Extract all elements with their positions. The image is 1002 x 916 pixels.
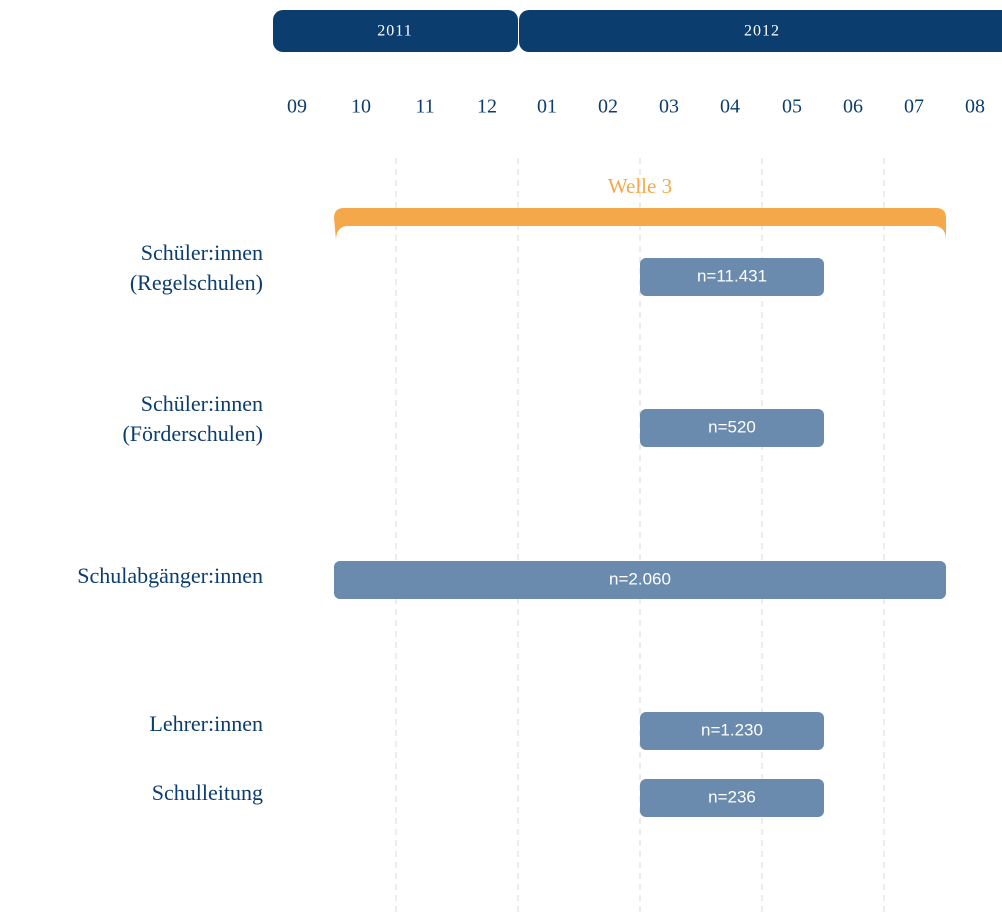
month-label: 09 <box>287 96 307 118</box>
month-label: 07 <box>904 96 924 118</box>
month-label: 06 <box>843 96 863 118</box>
bar-label: n=1.230 <box>701 720 763 739</box>
period-bar <box>640 779 824 817</box>
row-label: Schüler:innen <box>141 391 263 416</box>
month-label: 01 <box>537 96 557 118</box>
month-label: 03 <box>659 96 679 118</box>
row-label: Schulabgänger:innen <box>77 563 263 588</box>
bar-label: n=2.060 <box>609 569 671 588</box>
row-label: Schüler:innen <box>141 240 263 265</box>
row-label: Schulleitung <box>152 780 263 805</box>
bar-label: n=236 <box>708 787 756 806</box>
bar-label: n=520 <box>708 417 756 436</box>
row-label: Lehrer:innen <box>149 711 263 736</box>
period-bar <box>640 409 824 447</box>
year-label: 2012 <box>744 23 780 40</box>
year-band <box>519 10 1002 52</box>
wave-label: Welle 3 <box>608 174 672 198</box>
month-label: 05 <box>782 96 802 118</box>
month-label: 02 <box>598 96 618 118</box>
row-label: (Regelschulen) <box>130 270 263 295</box>
period-bar <box>640 258 824 296</box>
wave-bracket <box>334 208 946 240</box>
bar-label: n=11.431 <box>697 266 767 285</box>
month-label: 10 <box>351 96 371 118</box>
month-label: 12 <box>477 96 497 118</box>
year-band <box>273 10 518 52</box>
month-label: 08 <box>965 96 985 118</box>
period-bar <box>640 712 824 750</box>
month-label: 04 <box>720 96 740 118</box>
month-label: 11 <box>415 96 434 118</box>
row-label: (Förderschulen) <box>122 421 263 446</box>
year-label: 2011 <box>377 23 412 40</box>
period-bar <box>334 561 946 599</box>
